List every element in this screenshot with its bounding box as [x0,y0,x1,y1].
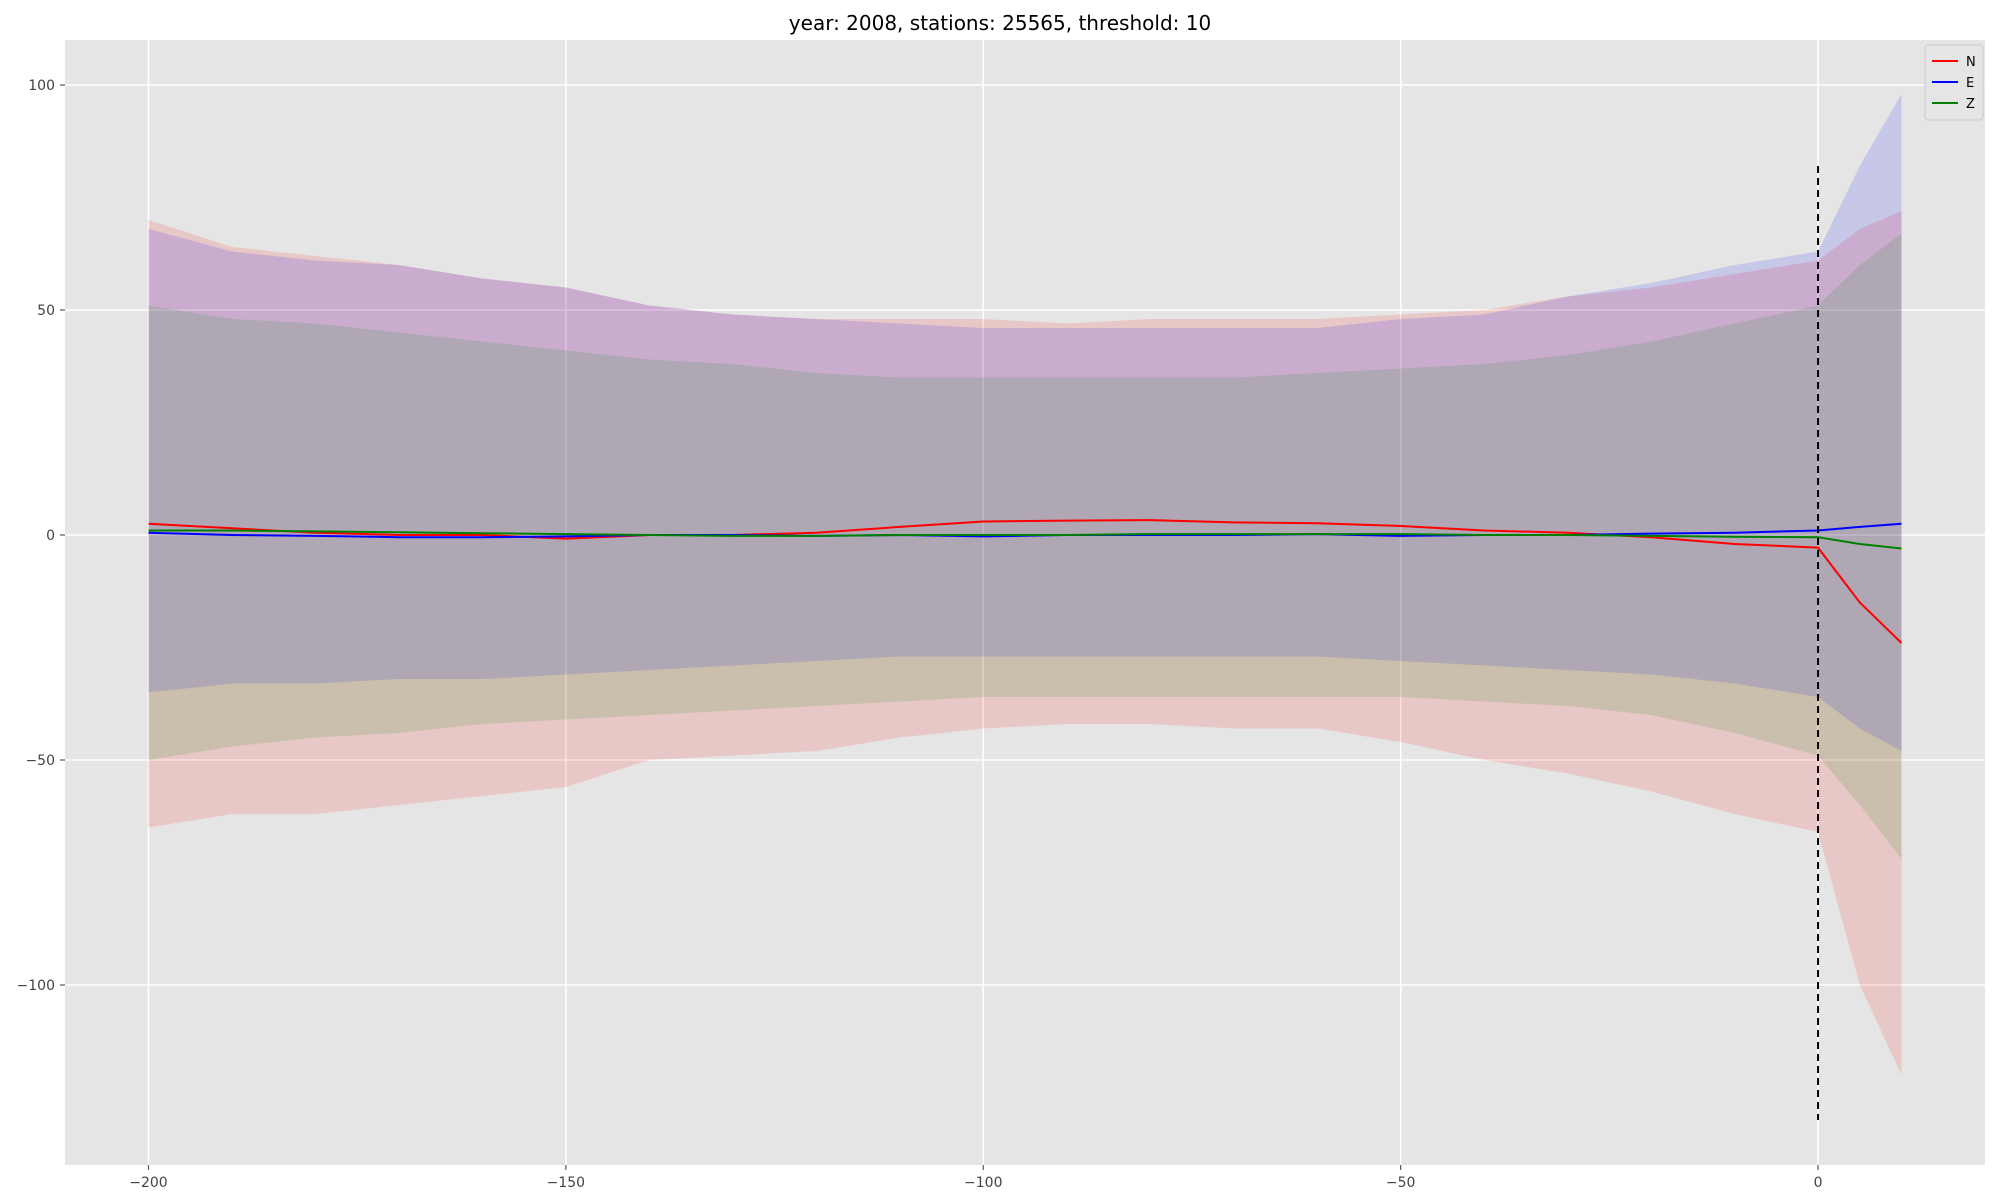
legend: NEZ [1924,44,1984,121]
legend-label-n: N [1966,55,1976,70]
series-line-n [148,519,1903,644]
x-tick-label: −100 [964,1175,1002,1191]
x-tick-label: −150 [547,1175,585,1191]
chart-title: year: 2008, stations: 25565, threshold: … [789,11,1211,35]
y-tick-label: 50 [37,303,55,319]
tick-labels: −200 −150 −100 −50 0 −100 −50 0 50 100 [17,78,1823,1191]
band-e [148,94,1902,751]
y-tick-label: −100 [17,978,55,994]
y-tick-label: 100 [28,78,55,94]
legend-label-e: E [1966,76,1974,91]
x-tick-label: −50 [1386,1175,1416,1191]
band-z [148,233,1902,859]
x-tick-label: −200 [129,1175,167,1191]
legend-label-z: Z [1966,97,1975,112]
band-n [148,211,1902,1075]
series-lines [148,519,1903,644]
plot-area [65,40,1985,1165]
y-tick-label: 0 [46,528,55,544]
x-tick-label: 0 [1814,1175,1823,1191]
confidence-bands [148,94,1902,1075]
y-tick-label: −50 [25,753,55,769]
series-line-z [148,529,1902,550]
